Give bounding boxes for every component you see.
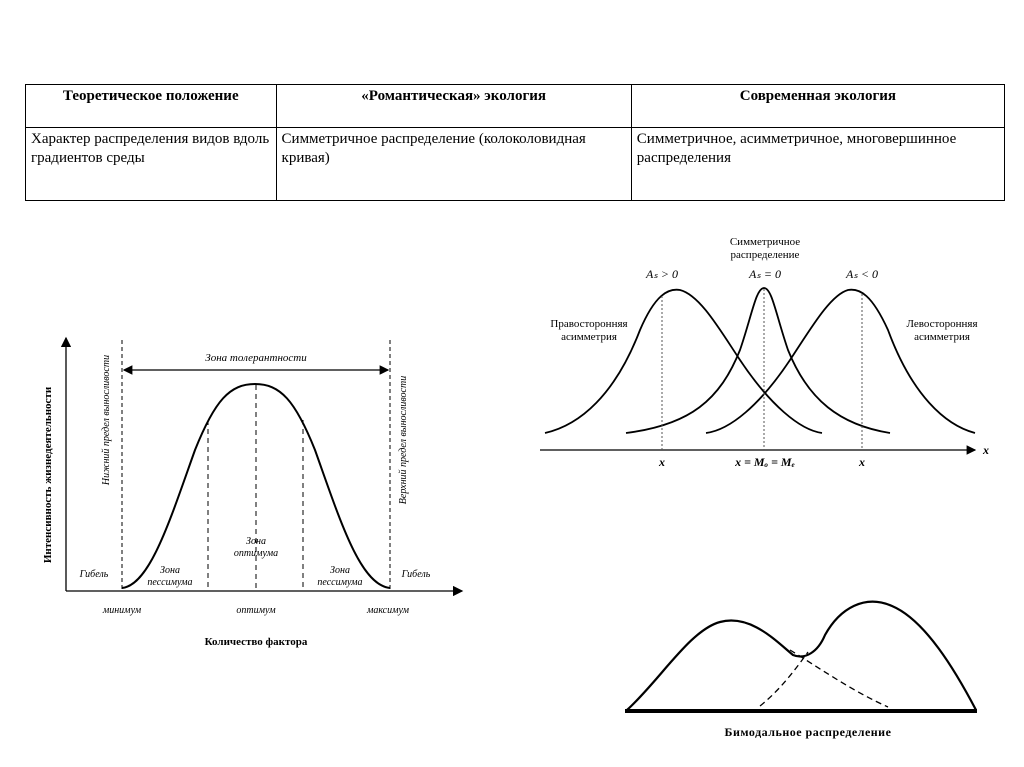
upper-limit-label: Верхний предел выносливости xyxy=(398,376,409,504)
tick-max-label: максимум xyxy=(366,605,410,616)
pessimum-right-label-1: Зона xyxy=(330,565,350,576)
as-zero-label: Aₛ = 0 xyxy=(748,267,781,281)
bimodal-dashed-left xyxy=(759,651,809,707)
as-neg-label: Aₛ < 0 xyxy=(845,267,878,281)
x-mid-label: x = Mₒ = Mₑ xyxy=(734,455,795,469)
right-asym-2: асимметрия xyxy=(561,331,617,343)
comparison-table: Теоретическое положение «Романтическая» … xyxy=(25,84,1006,201)
left-skew-curve xyxy=(705,288,976,434)
x-left-label: x xyxy=(658,455,665,469)
cell-modern: Симметричное, асимметричное, многовершин… xyxy=(630,127,1006,201)
pessimum-right-label-2: пессимума xyxy=(317,577,362,588)
sym-title-2: распределение xyxy=(731,249,800,261)
right-skew-curve xyxy=(544,288,823,434)
death-left-label: Гибель xyxy=(79,569,109,580)
header-theory: Теоретическое положение xyxy=(25,84,277,128)
left-asym-2: асимметрия xyxy=(914,331,970,343)
optimum-zone-label-2: оптимума xyxy=(234,548,278,559)
y-axis-label: Интенсивность жизнедеятельности xyxy=(42,386,54,563)
death-right-label: Гибель xyxy=(401,569,431,580)
as-pos-label: Aₛ > 0 xyxy=(645,267,678,281)
x-axis-label: Количество фактора xyxy=(205,636,308,648)
table-header-row: Теоретическое положение «Романтическая» … xyxy=(25,84,1006,128)
left-asym-1: Левосторонняя xyxy=(906,318,977,330)
bimodal-curve xyxy=(626,600,977,711)
lower-limit-label: Нижний предел выносливости xyxy=(101,355,112,486)
header-romantic: «Романтическая» экология xyxy=(275,84,632,128)
table-row: Характер распределения видов вдоль гради… xyxy=(25,127,1006,201)
tolerance-curve xyxy=(121,382,391,589)
optimum-zone-label-1: Зона xyxy=(246,536,266,547)
x-right-label: x xyxy=(858,455,865,469)
bimodal-dashed-right xyxy=(789,649,889,708)
pessimum-left-label-2: пессимума xyxy=(147,577,192,588)
cell-theory: Характер распределения видов вдоль гради… xyxy=(25,127,277,201)
right-asym-1: Правосторонняя xyxy=(550,318,627,330)
bimodal-caption: Бимодальное распределение xyxy=(725,725,892,739)
pessimum-left-label-1: Зона xyxy=(160,565,180,576)
symmetric-curve xyxy=(625,287,891,434)
cell-romantic: Симметричное распределение (колоколовидн… xyxy=(275,127,632,201)
axis-x-label: x xyxy=(982,443,989,457)
sym-title-1: Симметричное xyxy=(730,236,800,248)
tick-opt-label: оптимум xyxy=(236,605,276,616)
tick-min-label: минимум xyxy=(102,605,142,616)
zone-tolerance-label: Зона толерантности xyxy=(205,352,307,364)
